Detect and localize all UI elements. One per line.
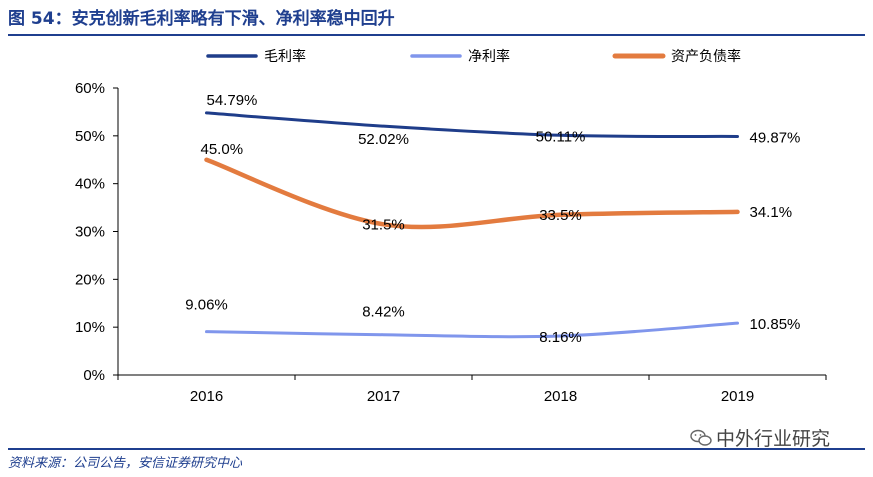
legend-label-gross-margin: 毛利率 xyxy=(264,48,306,65)
y-tick-label: 10% xyxy=(75,319,105,336)
debt-ratio-line xyxy=(204,157,740,230)
x-tick-label: 2019 xyxy=(721,388,754,405)
gross-margin-data-label: 49.87% xyxy=(750,129,801,146)
gross-margin-data-label: 52.02% xyxy=(358,131,409,148)
y-tick-label: 20% xyxy=(75,271,105,288)
debt-ratio-data-label: 34.1% xyxy=(750,204,793,221)
net-margin-data-label: 9.06% xyxy=(185,297,228,314)
y-tick-label: 40% xyxy=(75,176,105,193)
x-tick-label: 2016 xyxy=(190,388,223,405)
watermark: 中外行业研究 xyxy=(690,424,830,451)
chart-title: 图 54：安克创新毛利率略有下滑、净利率稳中回升 xyxy=(8,9,395,29)
gross-margin-line xyxy=(205,111,739,138)
gross-margin-data-label: 54.79% xyxy=(207,92,258,109)
y-tick-label: 50% xyxy=(75,128,105,145)
legend-label-net-margin: 净利率 xyxy=(468,48,510,65)
net-margin-data-label: 8.42% xyxy=(362,304,405,321)
source-note: 资料来源：公司公告，安信证券研究中心 xyxy=(8,456,243,471)
x-tick-label: 2018 xyxy=(544,388,577,405)
y-tick-label: 30% xyxy=(75,224,105,241)
watermark-text: 中外行业研究 xyxy=(716,428,831,450)
legend-label-debt-ratio: 资产负债率 xyxy=(671,48,741,65)
net-margin-data-label: 10.85% xyxy=(750,316,801,333)
x-tick-label: 2017 xyxy=(367,388,400,405)
wechat-icon xyxy=(690,429,712,446)
debt-ratio-data-label: 45.0% xyxy=(201,141,244,158)
net-margin-line xyxy=(205,321,739,339)
y-tick-label: 0% xyxy=(83,367,105,384)
gross-margin-data-label: 50.11% xyxy=(536,128,586,145)
net-margin-data-label: 8.16% xyxy=(539,329,582,346)
footer-divider xyxy=(8,448,865,450)
debt-ratio-data-label: 33.5% xyxy=(539,207,582,224)
debt-ratio-data-label: 31.5% xyxy=(362,216,405,233)
y-tick-label: 60% xyxy=(75,80,105,97)
title-divider xyxy=(8,34,865,36)
